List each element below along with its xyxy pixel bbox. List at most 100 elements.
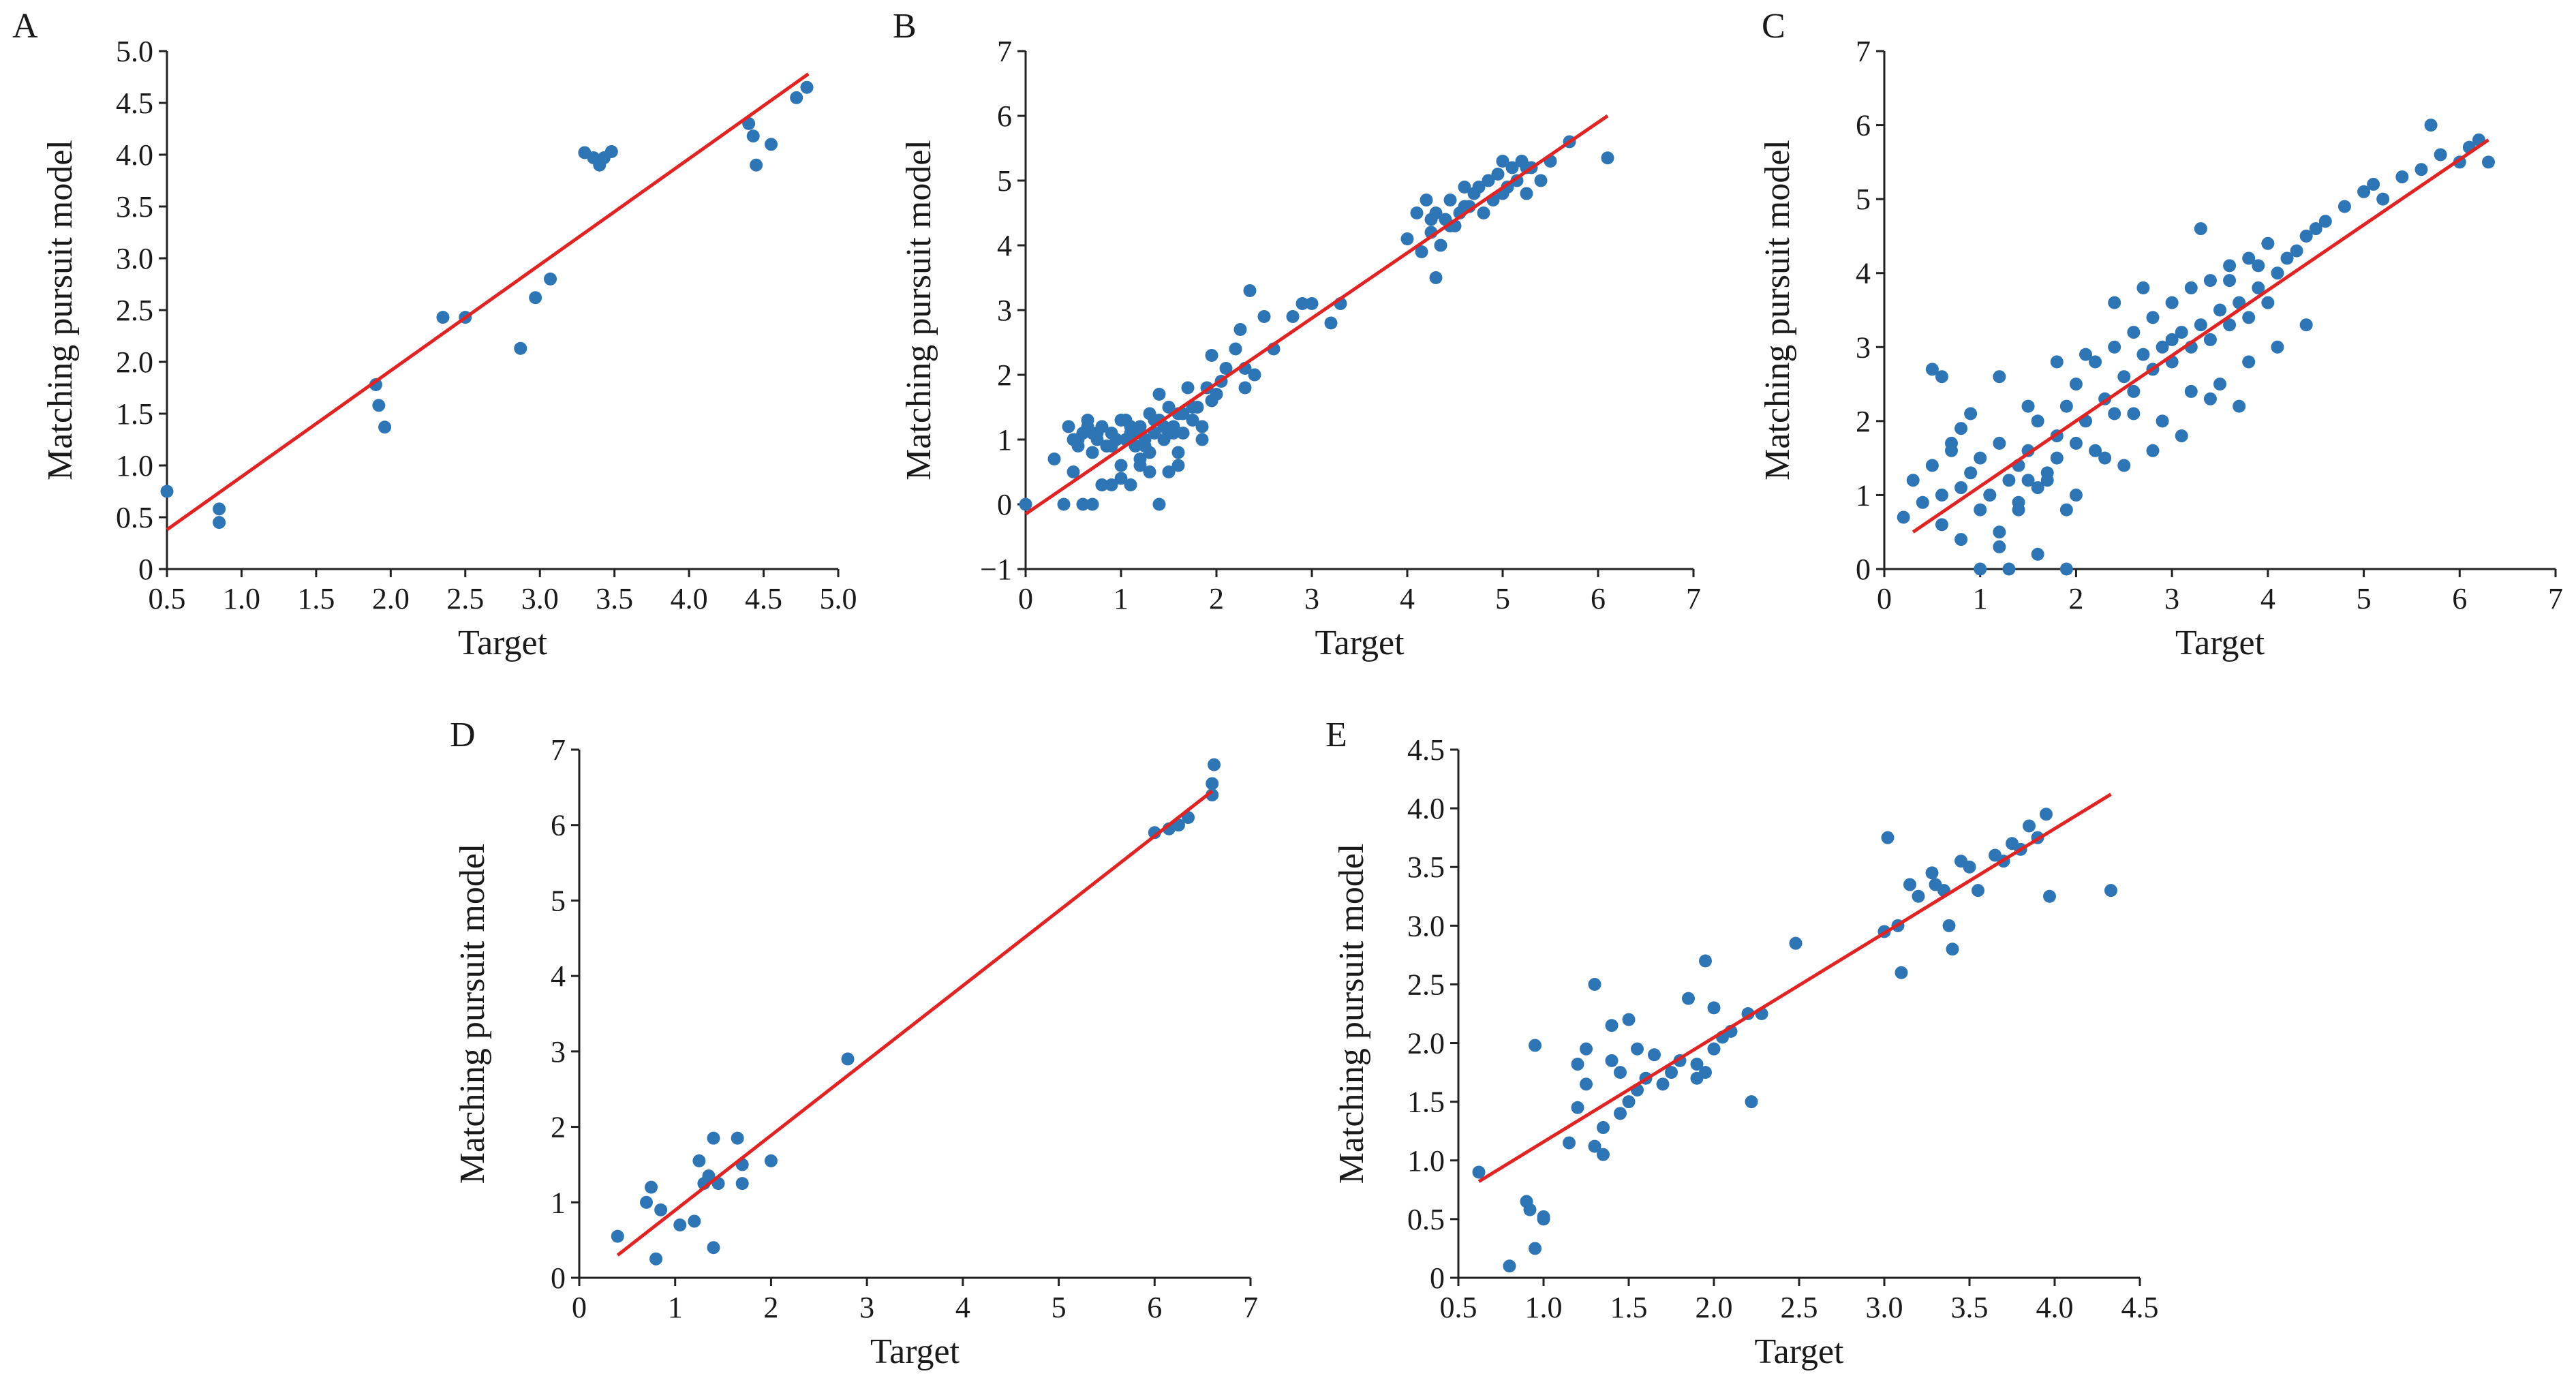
panel-c-data-point [2059, 562, 2073, 576]
panel-a-data-point [369, 378, 382, 391]
panel-d-data-point [649, 1252, 663, 1266]
panel-b-data-point [1534, 174, 1548, 187]
panel-c-data-point [2367, 177, 2380, 191]
panel-b-data-point [1143, 465, 1156, 478]
panel-c-data-point [2261, 236, 2275, 250]
panel-c-data-point [2213, 378, 2226, 391]
panel-c-data-point [2318, 215, 2332, 228]
panel-c-data-point [2031, 414, 2044, 428]
panel-e-data-point [2040, 808, 2053, 821]
panel-a-data-point [746, 129, 760, 143]
panel-e-data-point [1529, 1242, 1542, 1255]
panel-c-x-tick-label: 2 [2068, 582, 2083, 615]
panel-e-x-tick-label: 1.5 [1610, 1291, 1648, 1324]
panel-e-data-point [1699, 954, 1712, 968]
panel-c-data-point [2299, 318, 2313, 332]
panel-a-fit-line [166, 72, 810, 532]
panel-e-data-point [1963, 860, 1976, 874]
panel-c-data-point [1935, 370, 1948, 384]
panel-d-data-point [702, 1169, 716, 1183]
panel-e-data-point [1588, 1139, 1601, 1153]
panel-d-data-point [611, 1229, 624, 1243]
panel-a-x-tick-label: 4.0 [671, 582, 708, 615]
panel-c-data-point [2040, 474, 2054, 487]
panel-e-data-point [1622, 1095, 1636, 1109]
panel-e-data-point [1972, 884, 1984, 898]
panel-c-data-point [2146, 444, 2160, 457]
panel-c-y-tick-label: 1 [1856, 478, 1871, 512]
panel-d-data-point [1148, 826, 1161, 840]
panel-c-data-point [2089, 444, 2102, 457]
panel-c-data-point [2136, 348, 2150, 361]
panel-a-x-tick-label: 4.5 [745, 582, 782, 615]
panel-e-y-tick-label: 1.5 [1407, 1086, 1445, 1119]
panel-c-data-point [1983, 488, 1997, 502]
panel-d-y-tick-label: 6 [551, 809, 566, 842]
panel-c-data-point [2482, 155, 2495, 169]
panel-b-data-point [1205, 394, 1218, 408]
panel-d-data-point [1206, 777, 1219, 791]
panel-b-x-tick-label: 4 [1400, 582, 1415, 615]
panel-b-data-point [1167, 427, 1180, 440]
panel-b-data-point [1505, 161, 1519, 174]
panel-c-x-tick-label: 0 [1877, 582, 1892, 615]
panel-e-x-axis-title: Target [1754, 1332, 1844, 1371]
panel-e-data-point [1529, 1039, 1542, 1052]
panel-c-y-tick-label: 2 [1856, 405, 1871, 438]
panel-c-x-tick-label: 5 [2357, 582, 2372, 615]
panel-b-y-tick-label: 1 [997, 423, 1012, 457]
panel-b-data-point [1124, 478, 1137, 491]
panel-b-data-point [1181, 381, 1195, 395]
panel-b-data-point [1477, 206, 1490, 219]
panel-b-data-point [1176, 427, 1190, 440]
panel-a-letter: A [12, 7, 38, 46]
panel-a-y-tick-label: 3.5 [116, 190, 153, 224]
panel-c-data-point [2271, 266, 2284, 280]
panel-e-data-point [1789, 936, 1803, 950]
panel-b-data-point [1410, 206, 1424, 219]
panel-e-data-point [1614, 1066, 1627, 1079]
panel-b-data-point [1019, 497, 1032, 511]
panel-b-data-point [1081, 420, 1094, 433]
panel-c-data-point [2117, 459, 2131, 472]
panel-a-data-point [604, 144, 618, 158]
panel-d-x-tick-label: 4 [955, 1291, 970, 1324]
panel-c-data-point [2165, 333, 2179, 346]
panel-c-data-point [2156, 340, 2169, 354]
panel-c-data-point [2050, 355, 2064, 369]
panel-e-data-point [1881, 831, 1895, 844]
panel-b-data-point [1429, 271, 1443, 284]
panel-b-data-point [1205, 349, 1218, 362]
panel-c-data-point [2223, 318, 2237, 332]
panel-e-data-point [2104, 884, 2117, 898]
panel-a-y-tick-label: 4.5 [116, 87, 153, 120]
panel-e-data-point [1571, 1101, 1584, 1114]
panel-c-data-point [1916, 495, 1929, 509]
panel-c-data-point [1954, 481, 1968, 495]
panel-c-data-point [2136, 281, 2150, 294]
panel-d-data-point [841, 1052, 855, 1066]
panel-b-data-point [1295, 297, 1309, 310]
panel-c-data-point [1954, 422, 1968, 435]
panel-a-data-point [544, 272, 557, 286]
panel-b-data-point [1233, 323, 1247, 336]
panel-d-x-tick-label: 1 [668, 1291, 683, 1324]
panel-c-data-point [2376, 192, 2390, 206]
panel-a-y-tick-label: 2.0 [116, 346, 153, 379]
panel-b-x-axis-title: Target [1315, 624, 1405, 662]
panel-e-y-tick-label: 3.0 [1407, 909, 1445, 942]
panel-c-data-point [1974, 451, 1987, 465]
panel-c-data-point [2050, 451, 2064, 465]
panel-e-x-tick-label: 1.0 [1525, 1291, 1563, 1324]
panel-c-data-point [2194, 222, 2207, 236]
panel-b-y-tick-label: 2 [997, 358, 1012, 392]
panel-c-data-point [2184, 281, 2198, 294]
panel-e-data-point [1699, 1066, 1712, 1079]
panel-c-data-point [2127, 326, 2141, 339]
panel-c-data-point [2184, 384, 2198, 398]
panel-c-y-tick-label: 6 [1856, 109, 1871, 142]
panel-b-data-point [1090, 427, 1104, 440]
panel-e-data-point [1503, 1259, 1516, 1273]
panel-c-y-tick-label: 0 [1856, 553, 1871, 586]
panel-c-data-point [1906, 474, 1920, 487]
